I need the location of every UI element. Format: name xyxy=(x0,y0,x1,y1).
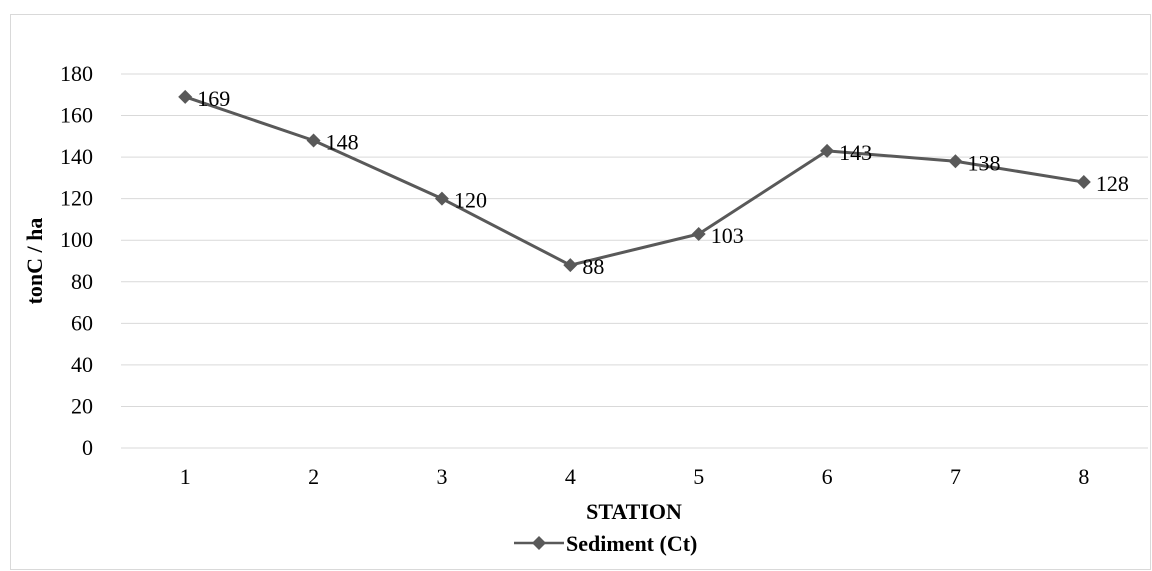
y-tick-label: 40 xyxy=(71,352,93,377)
y-axis-ticks: 0 20 40 60 80 100 120 140 160 180 xyxy=(60,61,93,460)
y-tick-label: 160 xyxy=(60,103,93,128)
x-tick-label: 2 xyxy=(308,464,319,489)
x-tick-label: 4 xyxy=(565,464,576,489)
x-axis-ticks: 1 2 3 4 5 6 7 8 xyxy=(180,464,1090,489)
y-tick-label: 20 xyxy=(71,393,93,418)
data-label: 148 xyxy=(326,129,359,154)
data-point-marker xyxy=(691,226,706,241)
legend: Sediment (Ct) xyxy=(514,531,697,556)
data-label: 143 xyxy=(839,140,872,165)
legend-label: Sediment (Ct) xyxy=(566,531,697,556)
data-point-marker xyxy=(434,191,449,206)
series-line-sediment xyxy=(184,95,1085,267)
y-tick-label: 0 xyxy=(82,435,93,460)
data-point-marker xyxy=(306,133,321,148)
data-labels: 169 148 120 88 103 143 138 128 xyxy=(197,86,1129,279)
data-label: 88 xyxy=(582,254,604,279)
x-tick-label: 3 xyxy=(436,464,447,489)
data-point-marker xyxy=(563,258,578,273)
data-label: 128 xyxy=(1096,171,1129,196)
data-label: 120 xyxy=(454,188,487,213)
data-point-marker xyxy=(1076,175,1091,190)
data-point-marker xyxy=(820,143,835,158)
data-label: 103 xyxy=(711,223,744,248)
legend-marker-icon xyxy=(532,536,546,550)
y-tick-label: 100 xyxy=(60,227,93,252)
data-point-marker xyxy=(178,89,193,104)
y-tick-label: 80 xyxy=(71,269,93,294)
data-point-marker xyxy=(948,154,963,169)
x-tick-label: 5 xyxy=(693,464,704,489)
chart-frame xyxy=(10,14,1151,570)
y-axis-title: tonC / ha xyxy=(22,218,47,305)
series-group xyxy=(178,89,1091,273)
x-tick-label: 7 xyxy=(950,464,961,489)
x-axis-title: STATION xyxy=(586,499,682,524)
y-tick-label: 140 xyxy=(60,144,93,169)
gridlines xyxy=(121,73,1148,449)
x-tick-label: 1 xyxy=(180,464,191,489)
x-tick-label: 6 xyxy=(822,464,833,489)
data-label: 169 xyxy=(197,86,230,111)
data-label: 138 xyxy=(967,150,1000,175)
x-tick-label: 8 xyxy=(1078,464,1089,489)
y-tick-label: 180 xyxy=(60,61,93,86)
y-tick-label: 120 xyxy=(60,186,93,211)
y-tick-label: 60 xyxy=(71,310,93,335)
